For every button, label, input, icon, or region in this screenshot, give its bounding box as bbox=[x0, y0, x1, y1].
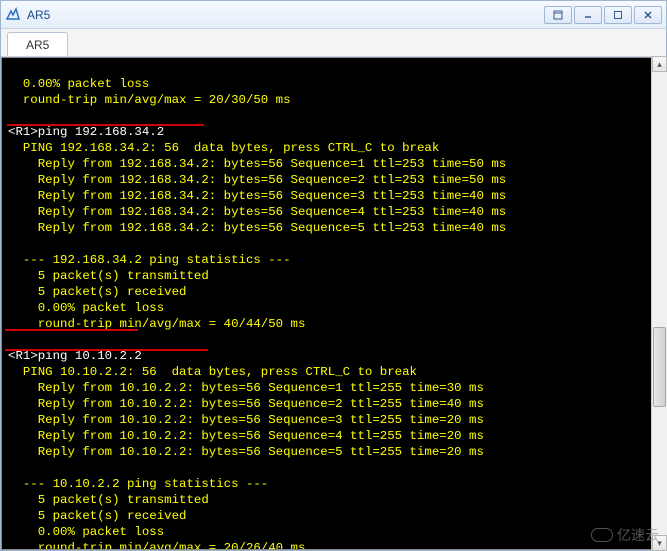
out-line: 5 packet(s) received bbox=[8, 509, 186, 523]
out-line: --- 192.168.34.2 ping statistics --- bbox=[8, 253, 291, 267]
out-line: Reply from 10.10.2.2: bytes=56 Sequence=… bbox=[8, 429, 484, 443]
out-line: round-trip min/avg/max = 20/30/50 ms bbox=[8, 93, 291, 107]
out-line: 5 packet(s) transmitted bbox=[8, 493, 209, 507]
out-line: Reply from 10.10.2.2: bytes=56 Sequence=… bbox=[8, 381, 484, 395]
out-line: 0.00% packet loss bbox=[8, 77, 149, 91]
hostname: R1 bbox=[15, 125, 30, 139]
out-line: Reply from 192.168.34.2: bytes=56 Sequen… bbox=[8, 221, 506, 235]
bracket: > bbox=[30, 125, 37, 139]
out-line: PING 192.168.34.2: 56 data bytes, press … bbox=[8, 141, 439, 155]
watermark: 亿速云 bbox=[591, 525, 659, 545]
terminal-pane: 0.00% packet loss round-trip min/avg/max… bbox=[1, 57, 666, 550]
watermark-text: 亿速云 bbox=[617, 525, 659, 545]
scroll-up-button[interactable]: ▴ bbox=[652, 56, 667, 72]
out-line: Reply from 10.10.2.2: bytes=56 Sequence=… bbox=[8, 445, 484, 459]
out-line: Reply from 10.10.2.2: bytes=56 Sequence=… bbox=[8, 397, 484, 411]
options-button[interactable] bbox=[544, 6, 572, 24]
out-line: round-trip min/avg/max = 20/26/40 ms bbox=[8, 541, 305, 550]
terminal-output[interactable]: 0.00% packet loss round-trip min/avg/max… bbox=[2, 58, 665, 550]
bracket: > bbox=[30, 349, 37, 363]
out-line: 5 packet(s) transmitted bbox=[8, 269, 209, 283]
out-line: PING 10.10.2.2: 56 data bytes, press CTR… bbox=[8, 365, 417, 379]
window-controls bbox=[542, 6, 662, 24]
close-button[interactable] bbox=[634, 6, 662, 24]
hostname: R1 bbox=[15, 349, 30, 363]
out-line: 5 packet(s) received bbox=[8, 285, 186, 299]
command: ping 10.10.2.2 bbox=[38, 349, 142, 363]
out-line: Reply from 10.10.2.2: bytes=56 Sequence=… bbox=[8, 413, 484, 427]
tab-ar5[interactable]: AR5 bbox=[7, 32, 68, 56]
titlebar: AR5 bbox=[1, 1, 666, 29]
out-line: Reply from 192.168.34.2: bytes=56 Sequen… bbox=[8, 173, 506, 187]
out-line: Reply from 192.168.34.2: bytes=56 Sequen… bbox=[8, 157, 506, 171]
annotation-redline bbox=[5, 329, 138, 331]
command: ping 192.168.34.2 bbox=[38, 125, 164, 139]
annotation-redline bbox=[5, 349, 208, 351]
minimize-button[interactable] bbox=[574, 6, 602, 24]
app-icon bbox=[5, 7, 21, 23]
prompt-line: <R1>ping 192.168.34.2 bbox=[8, 125, 164, 139]
maximize-button[interactable] bbox=[604, 6, 632, 24]
scroll-track[interactable] bbox=[652, 72, 667, 535]
out-line: 0.00% packet loss bbox=[8, 525, 164, 539]
cloud-icon bbox=[591, 528, 613, 542]
window-title: AR5 bbox=[27, 8, 542, 22]
prompt-line: <R1>ping 10.10.2.2 bbox=[8, 349, 142, 363]
out-line: 0.00% packet loss bbox=[8, 301, 164, 315]
app-window: AR5 AR5 0.00% packet loss round-trip min… bbox=[0, 0, 667, 551]
out-line: Reply from 192.168.34.2: bytes=56 Sequen… bbox=[8, 205, 506, 219]
tab-label: AR5 bbox=[26, 38, 49, 52]
out-line: --- 10.10.2.2 ping statistics --- bbox=[8, 477, 268, 491]
scroll-thumb[interactable] bbox=[653, 327, 666, 407]
tabstrip: AR5 bbox=[1, 29, 666, 57]
annotation-redline bbox=[7, 124, 204, 126]
vertical-scrollbar[interactable]: ▴ ▾ bbox=[651, 56, 667, 551]
out-line: Reply from 192.168.34.2: bytes=56 Sequen… bbox=[8, 189, 506, 203]
